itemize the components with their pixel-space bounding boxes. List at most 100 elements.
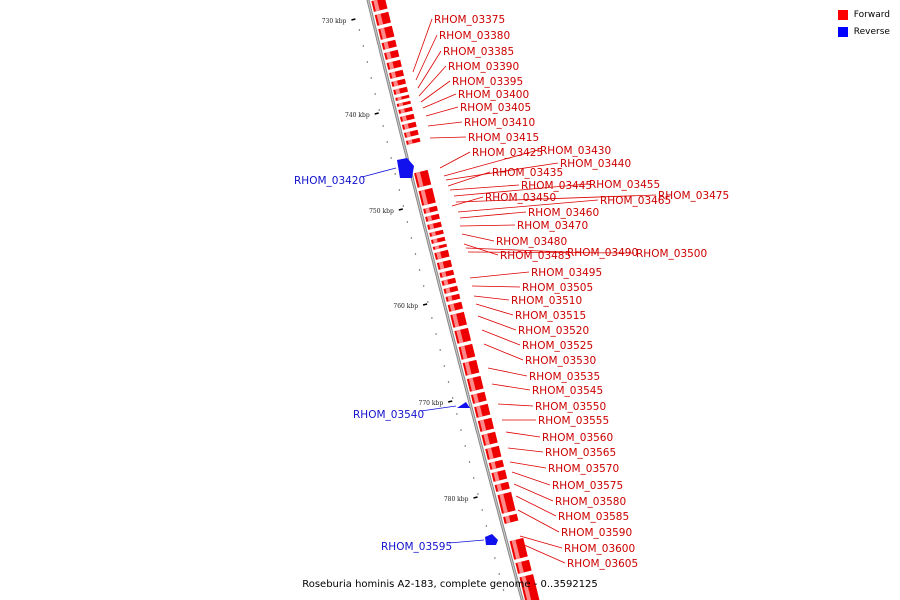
reverse-gene-block bbox=[457, 402, 470, 408]
forward-gene-leader bbox=[487, 367, 528, 377]
forward-gene-label[interactable]: RHOM_03605 bbox=[567, 558, 638, 570]
forward-gene-label[interactable]: RHOM_03525 bbox=[522, 340, 593, 352]
reverse-gene-label[interactable]: RHOM_03540 bbox=[353, 409, 424, 421]
forward-gene-block bbox=[405, 137, 421, 145]
forward-gene-label[interactable]: RHOM_03585 bbox=[558, 511, 629, 523]
forward-gene-highlight bbox=[373, 0, 380, 12]
forward-gene-highlight bbox=[445, 287, 451, 294]
forward-gene-block bbox=[425, 213, 440, 222]
forward-gene-label[interactable]: RHOM_03385 bbox=[443, 46, 514, 58]
forward-gene-label[interactable]: RHOM_03485 bbox=[500, 250, 571, 262]
forward-gene-leader bbox=[457, 199, 599, 213]
forward-gene-block bbox=[488, 459, 505, 470]
forward-gene-highlight bbox=[380, 27, 387, 40]
forward-gene-label[interactable]: RHOM_03520 bbox=[518, 325, 589, 337]
forward-gene-label[interactable]: RHOM_03430 bbox=[540, 145, 611, 157]
forward-gene-highlight bbox=[388, 61, 395, 70]
forward-gene-body bbox=[423, 205, 438, 214]
forward-gene-block bbox=[391, 78, 407, 87]
reverse-gene-leader bbox=[448, 539, 485, 544]
forward-gene-highlight bbox=[386, 51, 392, 60]
forward-gene-leader bbox=[453, 183, 588, 197]
forward-gene-label[interactable]: RHOM_03555 bbox=[538, 415, 609, 427]
minor-tick bbox=[378, 109, 380, 111]
forward-gene-label[interactable]: RHOM_03460 bbox=[528, 207, 599, 219]
forward-gene-leader bbox=[469, 271, 530, 279]
forward-gene-label[interactable]: RHOM_03435 bbox=[492, 167, 563, 179]
forward-gene-leader bbox=[463, 243, 499, 256]
minor-tick bbox=[374, 93, 376, 95]
forward-gene-leader bbox=[513, 483, 554, 502]
forward-gene-block bbox=[434, 249, 450, 260]
forward-gene-label[interactable]: RHOM_03450 bbox=[485, 192, 556, 204]
forward-gene-label[interactable]: RHOM_03470 bbox=[517, 220, 588, 232]
forward-gene-leader bbox=[491, 383, 531, 391]
forward-gene-label[interactable]: RHOM_03440 bbox=[560, 158, 631, 170]
forward-gene-label[interactable]: RHOM_03535 bbox=[529, 371, 600, 383]
minor-tick bbox=[485, 525, 488, 527]
forward-gene-leader bbox=[415, 34, 438, 81]
genome-backbone-highlight bbox=[367, 0, 523, 600]
reverse-gene-leader bbox=[361, 167, 397, 178]
forward-gene-block bbox=[481, 431, 498, 446]
minor-tick bbox=[402, 205, 404, 207]
forward-gene-label[interactable]: RHOM_03465 bbox=[600, 195, 671, 207]
forward-gene-label[interactable]: RHOM_03570 bbox=[548, 463, 619, 475]
tick-mark bbox=[398, 208, 403, 211]
forward-gene-body bbox=[425, 213, 440, 222]
forward-gene-highlight bbox=[496, 483, 503, 492]
tick-label: 750 kbp bbox=[369, 208, 394, 215]
reverse-gene-label[interactable]: RHOM_03420 bbox=[294, 175, 365, 187]
forward-gene-label[interactable]: RHOM_03445 bbox=[521, 180, 592, 192]
forward-gene-leader bbox=[497, 403, 534, 407]
forward-gene-label[interactable]: RHOM_03480 bbox=[496, 236, 567, 248]
forward-gene-label[interactable]: RHOM_03405 bbox=[460, 102, 531, 114]
forward-gene-highlight bbox=[393, 80, 399, 87]
forward-gene-highlight bbox=[383, 41, 390, 50]
forward-gene-label[interactable]: RHOM_03455 bbox=[589, 179, 660, 191]
forward-gene-leader bbox=[521, 543, 566, 564]
forward-gene-leader bbox=[459, 211, 527, 219]
forward-gene-label[interactable]: RHOM_03505 bbox=[522, 282, 593, 294]
forward-gene-highlight bbox=[511, 539, 521, 560]
forward-gene-leader bbox=[429, 136, 467, 139]
forward-gene-highlight bbox=[464, 361, 472, 376]
forward-gene-label[interactable]: RHOM_03500 bbox=[636, 248, 707, 260]
forward-gene-label[interactable]: RHOM_03550 bbox=[535, 401, 606, 413]
forward-gene-label[interactable]: RHOM_03575 bbox=[552, 480, 623, 492]
reverse-gene-block bbox=[397, 158, 414, 178]
forward-gene-leader bbox=[427, 121, 463, 127]
forward-gene-block bbox=[458, 343, 476, 360]
forward-gene-label[interactable]: RHOM_03530 bbox=[525, 355, 596, 367]
forward-gene-label[interactable]: RHOM_03560 bbox=[542, 432, 613, 444]
forward-gene-body bbox=[445, 293, 461, 302]
reverse-gene-label[interactable]: RHOM_03595 bbox=[381, 541, 452, 553]
forward-gene-label[interactable]: RHOM_03375 bbox=[434, 14, 505, 26]
forward-gene-highlight bbox=[432, 238, 438, 244]
forward-gene-label[interactable]: RHOM_03545 bbox=[532, 385, 603, 397]
forward-gene-block bbox=[466, 375, 484, 392]
forward-gene-leader bbox=[447, 171, 491, 187]
forward-gene-label[interactable]: RHOM_03510 bbox=[511, 295, 582, 307]
forward-gene-label[interactable]: RHOM_03565 bbox=[545, 447, 616, 459]
forward-gene-label[interactable]: RHOM_03400 bbox=[458, 89, 529, 101]
forward-gene-label[interactable]: RHOM_03415 bbox=[468, 132, 539, 144]
forward-gene-label[interactable]: RHOM_03380 bbox=[439, 30, 510, 42]
minor-tick bbox=[460, 429, 462, 431]
forward-gene-highlight bbox=[415, 171, 424, 188]
minor-tick bbox=[366, 61, 368, 63]
forward-gene-body bbox=[443, 285, 459, 294]
forward-gene-label[interactable]: RHOM_03475 bbox=[658, 190, 729, 202]
minor-tick bbox=[390, 157, 392, 159]
minor-tick bbox=[431, 317, 433, 319]
forward-gene-label[interactable]: RHOM_03390 bbox=[448, 61, 519, 73]
forward-gene-label[interactable]: RHOM_03515 bbox=[515, 310, 586, 322]
forward-gene-label[interactable]: RHOM_03410 bbox=[464, 117, 535, 129]
forward-gene-label[interactable]: RHOM_03495 bbox=[531, 267, 602, 279]
forward-gene-label[interactable]: RHOM_03395 bbox=[452, 76, 523, 88]
forward-gene-leader bbox=[455, 194, 657, 203]
forward-gene-label[interactable]: RHOM_03580 bbox=[555, 496, 626, 508]
forward-gene-label[interactable]: RHOM_03600 bbox=[564, 543, 635, 555]
forward-gene-label[interactable]: RHOM_03425 bbox=[472, 147, 543, 159]
forward-gene-label[interactable]: RHOM_03590 bbox=[561, 527, 632, 539]
